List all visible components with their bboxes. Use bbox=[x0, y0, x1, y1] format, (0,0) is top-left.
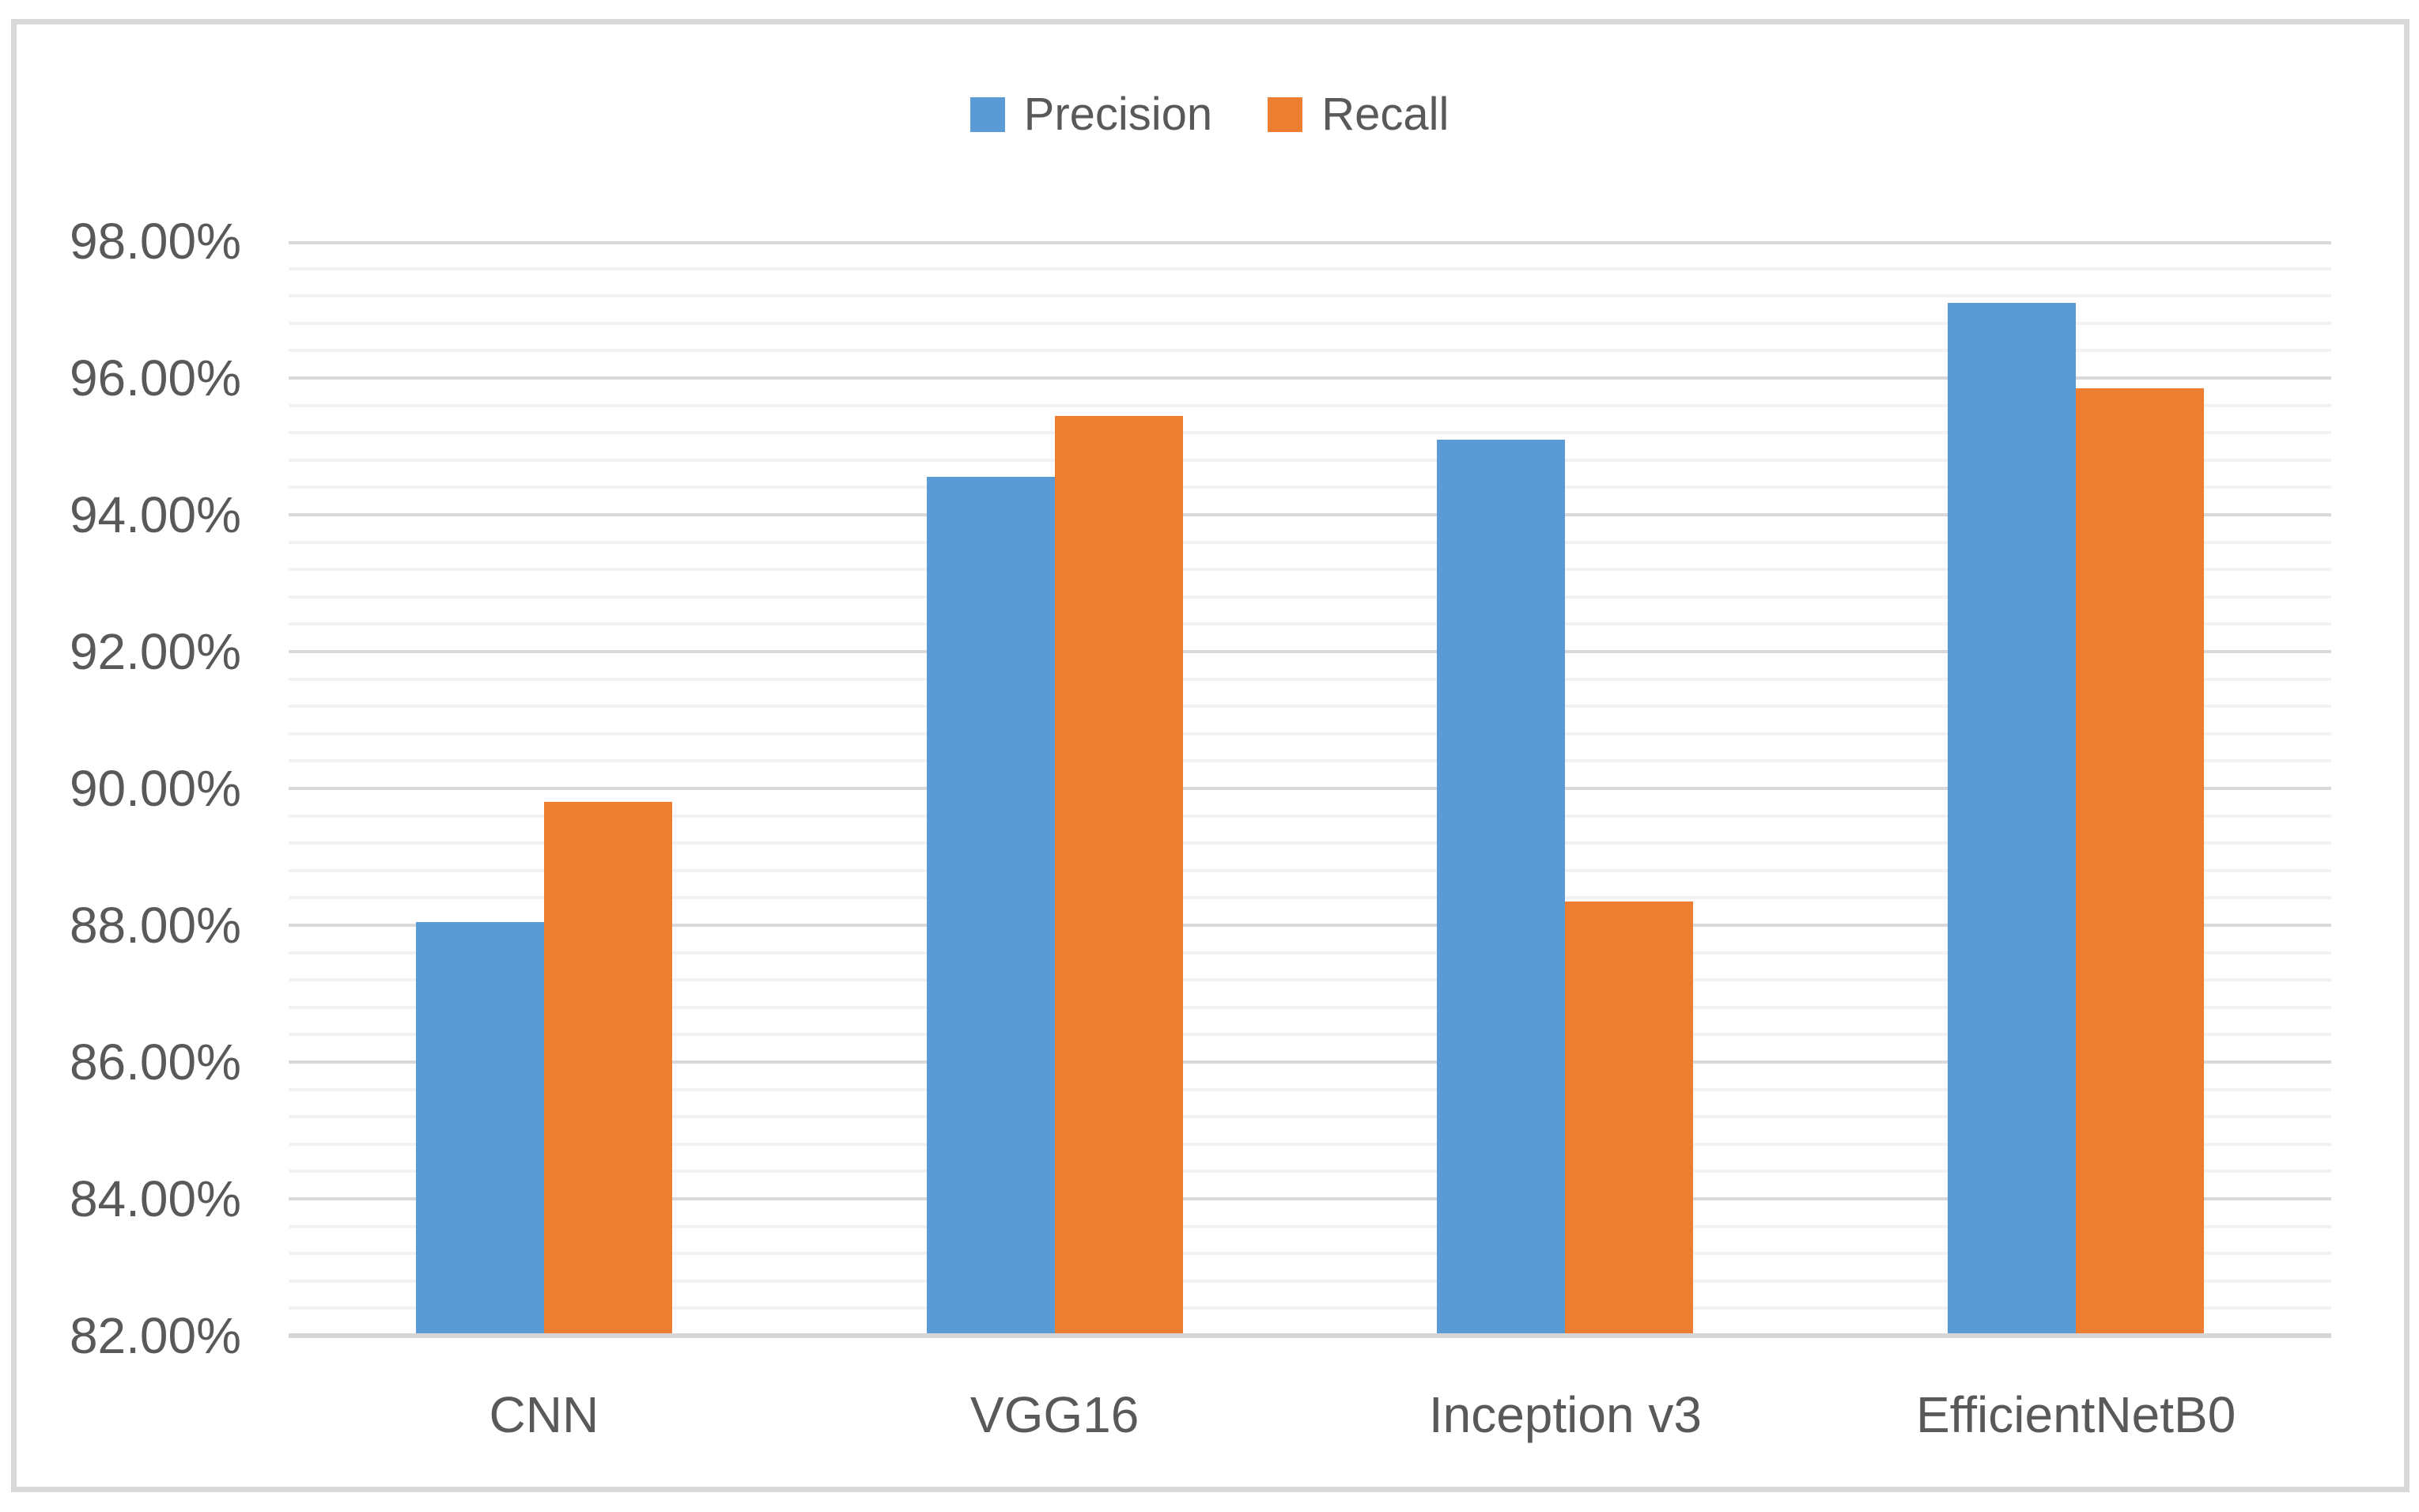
y-tick-label-90: 90.00% bbox=[69, 760, 241, 817]
gridline-minor-82.4 bbox=[289, 1306, 2331, 1310]
gridline-major-84 bbox=[289, 1197, 2331, 1200]
gridline-minor-95.2 bbox=[289, 431, 2331, 435]
gridline-minor-85.6 bbox=[289, 1087, 2331, 1091]
x-category-label-efficientnetb0: EfficientNetB0 bbox=[1915, 1386, 2236, 1443]
gridline-minor-92.4 bbox=[289, 622, 2331, 626]
bar-efficientnetb0-recall bbox=[2076, 387, 2205, 1336]
bar-inception-v3-precision bbox=[1437, 439, 1566, 1336]
gridline-minor-86.4 bbox=[289, 1033, 2331, 1037]
gridline-minor-86.8 bbox=[289, 1005, 2331, 1009]
gridline-minor-96.4 bbox=[289, 349, 2331, 353]
legend-item-precision: Precision bbox=[969, 89, 1213, 141]
bar-cnn-precision bbox=[415, 921, 544, 1336]
gridline-minor-93.6 bbox=[289, 540, 2331, 544]
x-category-label-vgg16: VGG16 bbox=[969, 1386, 1140, 1443]
gridline-minor-83.2 bbox=[289, 1252, 2331, 1256]
plot-area bbox=[289, 241, 2331, 1338]
legend-swatch-recall-icon bbox=[1268, 97, 1303, 132]
chart-legend: Precision Recall bbox=[0, 89, 2419, 141]
bar-cnn-recall bbox=[543, 802, 672, 1336]
gridline-minor-94.4 bbox=[289, 486, 2331, 490]
y-tick-label-82: 82.00% bbox=[69, 1307, 241, 1364]
bar-vgg16-recall bbox=[1054, 415, 1183, 1336]
x-category-label-inception-v3: Inception v3 bbox=[1428, 1386, 1702, 1443]
gridline-minor-88.8 bbox=[289, 868, 2331, 872]
gridline-major-94 bbox=[289, 513, 2331, 516]
gridline-minor-82.8 bbox=[289, 1279, 2331, 1283]
gridline-minor-84.4 bbox=[289, 1170, 2331, 1174]
bar-vgg16-precision bbox=[926, 477, 1055, 1336]
gridline-major-92 bbox=[289, 650, 2331, 653]
gridline-minor-95.6 bbox=[289, 403, 2331, 407]
gridline-minor-96.8 bbox=[289, 321, 2331, 325]
legend-label-precision: Precision bbox=[1023, 89, 1213, 140]
x-axis-line bbox=[289, 1333, 2331, 1338]
gridline-minor-85.2 bbox=[289, 1115, 2331, 1119]
gridline-minor-94.8 bbox=[289, 458, 2331, 462]
gridline-minor-89.6 bbox=[289, 814, 2331, 818]
legend-swatch-precision-icon bbox=[969, 97, 1005, 132]
gridline-major-96 bbox=[289, 376, 2331, 380]
gridline-minor-84.8 bbox=[289, 1142, 2331, 1146]
gridline-minor-90.4 bbox=[289, 759, 2331, 763]
y-tick-label-98: 98.00% bbox=[69, 213, 241, 270]
gridline-minor-87.6 bbox=[289, 951, 2331, 954]
y-tick-label-92: 92.00% bbox=[69, 623, 241, 680]
gridline-minor-89.2 bbox=[289, 841, 2331, 845]
bar-inception-v3-recall bbox=[1565, 901, 1694, 1336]
gridline-major-90 bbox=[289, 787, 2331, 790]
gridline-major-98 bbox=[289, 241, 2331, 244]
bar-efficientnetb0-precision bbox=[1948, 302, 2077, 1336]
gridline-minor-97.2 bbox=[289, 294, 2331, 298]
y-tick-label-84: 84.00% bbox=[69, 1170, 241, 1227]
gridline-minor-83.6 bbox=[289, 1224, 2331, 1228]
gridline-minor-88.4 bbox=[289, 896, 2331, 900]
x-category-label-cnn: CNN bbox=[489, 1386, 599, 1443]
y-tick-label-94: 94.00% bbox=[69, 486, 241, 543]
gridline-major-88 bbox=[289, 924, 2331, 927]
gridline-minor-91.6 bbox=[289, 677, 2331, 681]
gridline-minor-91.2 bbox=[289, 705, 2331, 709]
gridline-minor-92.8 bbox=[289, 595, 2331, 599]
gridline-minor-97.6 bbox=[289, 266, 2331, 270]
gridline-minor-93.2 bbox=[289, 568, 2331, 572]
legend-label-recall: Recall bbox=[1321, 89, 1450, 140]
y-tick-label-86: 86.00% bbox=[69, 1034, 241, 1091]
gridline-major-86 bbox=[289, 1060, 2331, 1064]
gridline-minor-87.2 bbox=[289, 978, 2331, 982]
legend-item-recall: Recall bbox=[1268, 89, 1449, 141]
y-tick-label-96: 96.00% bbox=[69, 350, 241, 406]
y-tick-label-88: 88.00% bbox=[69, 897, 241, 954]
gridline-minor-90.8 bbox=[289, 731, 2331, 735]
